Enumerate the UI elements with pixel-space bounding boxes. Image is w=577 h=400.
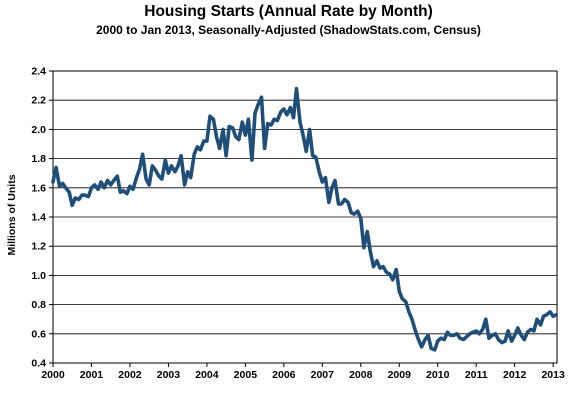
y-tick-label: 1.0 (31, 270, 46, 282)
x-tick-label: 2000 (41, 369, 65, 381)
x-tick-label: 2008 (349, 369, 373, 381)
x-tick-label: 2002 (118, 369, 142, 381)
x-tick-label: 2007 (311, 369, 335, 381)
x-tick-label: 2012 (503, 369, 527, 381)
x-tick-label: 2006 (272, 369, 296, 381)
series-line-housing-starts (51, 86, 558, 352)
x-tick-label: 2004 (195, 369, 219, 381)
y-tick-label: 0.8 (31, 299, 46, 311)
y-tick-label: 0.4 (31, 358, 46, 370)
x-axis-ticks: 2000 2001 2002 2003 2004 2005 2006 2007 2008 2009… (41, 363, 565, 381)
x-tick-label: 2010 (426, 369, 450, 381)
x-tick-label: 2013 (541, 369, 565, 381)
x-tick-label: 2009 (388, 369, 412, 381)
series-layer (51, 86, 558, 352)
y-tick-label: 2.4 (31, 66, 46, 78)
y-tick-label: 0.6 (31, 328, 46, 340)
y-tick-label: 2.0 (31, 124, 46, 136)
x-tick-label: 2001 (80, 369, 104, 381)
y-tick-label: 1.4 (31, 212, 46, 224)
y-tick-label: 2.2 (31, 95, 46, 107)
gridlines (53, 99, 557, 335)
y-tick-label: 1.8 (31, 153, 46, 165)
y-axis-ticks: 0.4 0.6 0.8 1.0 1.2 1.4 1.6 1.8 2.0 2.2 2.4 (31, 66, 53, 370)
x-tick-label: 2005 (234, 369, 258, 381)
chart-subtitle: 2000 to Jan 2013, Seasonally-Adjusted (S… (96, 23, 481, 37)
x-tick-label: 2011 (465, 369, 488, 381)
chart-title: Housing Starts (Annual Rate by Month) (144, 3, 433, 20)
x-tick-label: 2003 (157, 369, 181, 381)
y-tick-label: 1.2 (31, 241, 46, 253)
y-tick-label: 1.6 (31, 182, 46, 194)
